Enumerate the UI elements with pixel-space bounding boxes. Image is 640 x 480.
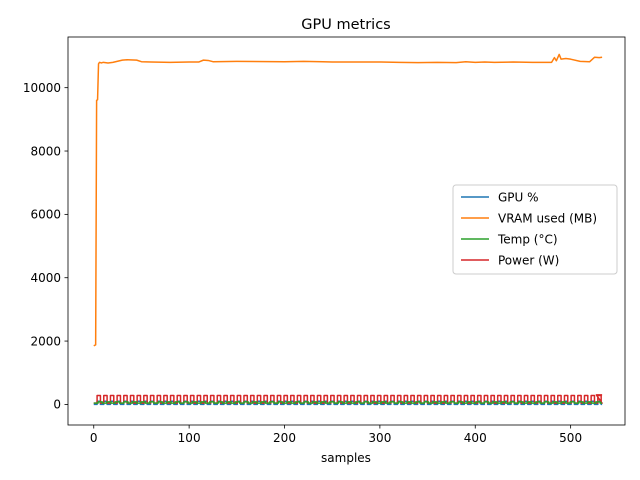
y-axis: 0 2000 4000 6000 8000 10000	[23, 81, 68, 412]
x-tick-label: 0	[90, 431, 98, 445]
legend-label: GPU %	[498, 190, 539, 204]
chart-title: GPU metrics	[301, 17, 390, 33]
y-tick-label: 8000	[30, 144, 61, 158]
legend-label: Temp (°C)	[497, 232, 558, 246]
x-tick-label: 100	[178, 431, 201, 445]
series-line	[93, 53, 603, 347]
series-line	[93, 401, 603, 404]
y-tick-label: 2000	[30, 334, 61, 348]
y-tick-label: 6000	[30, 208, 61, 222]
x-axis: 0 100 200 300 400 500	[90, 425, 582, 445]
x-tick-label: 200	[273, 431, 296, 445]
legend: GPU % VRAM used (MB) Temp (°C) Power (W)	[452, 184, 618, 275]
plot-frame	[67, 36, 626, 426]
x-tick-label: 400	[464, 431, 487, 445]
legend-label: VRAM used (MB)	[498, 211, 597, 225]
x-axis-label: samples	[321, 451, 371, 465]
y-tick-label: 10000	[23, 81, 61, 95]
y-tick-label: 4000	[30, 271, 61, 285]
series-layer	[93, 53, 603, 406]
x-tick-label: 300	[368, 431, 391, 445]
legend-label: Power (W)	[498, 253, 559, 267]
legend-box	[452, 184, 618, 275]
x-tick-label: 500	[559, 431, 582, 445]
y-tick-label: 0	[53, 398, 61, 412]
